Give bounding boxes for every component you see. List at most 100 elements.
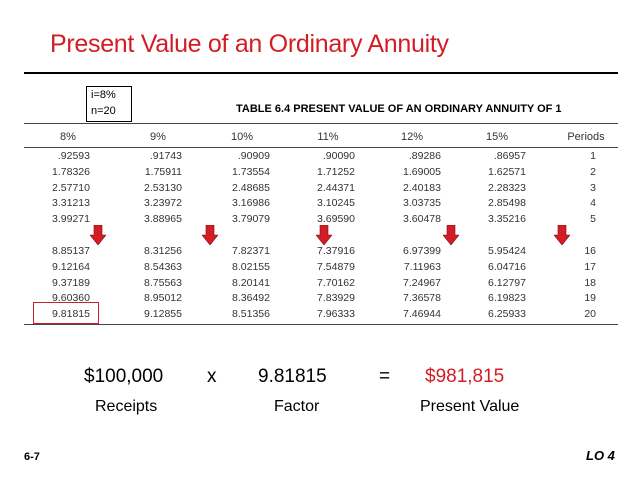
factor-cell: 1.78326 <box>52 165 90 178</box>
factor-cell: 2.53130 <box>144 181 182 194</box>
factor-cell: 3.69590 <box>317 213 355 226</box>
factor-cell: 3.31213 <box>52 197 90 210</box>
factor-label: Factor <box>274 398 320 415</box>
periods-label: n=20 <box>91 105 116 117</box>
highlighted-factor-box <box>33 302 99 324</box>
factor-cell: 3.79079 <box>232 213 270 226</box>
factor-cell: 3.35216 <box>488 213 526 226</box>
factor-cell: .90090 <box>322 150 355 162</box>
column-header: 15% <box>485 131 509 143</box>
factor-cell: 3.10245 <box>317 197 355 210</box>
factor-cell: 8.95012 <box>144 292 182 305</box>
parameters-box: i=8% n=20 <box>86 86 132 122</box>
slide-title: Present Value of an Ordinary Annuity <box>50 30 449 58</box>
factor-cell: 8.75563 <box>144 276 182 289</box>
factor-cell: 8.51356 <box>232 308 270 321</box>
factor-cell: 9.60360 <box>52 292 90 305</box>
factor-cell: 8.85137 <box>52 245 90 257</box>
factor-cell: 6.25933 <box>488 308 526 321</box>
period-cell: 1 <box>590 150 596 162</box>
factor-cell: 1.71252 <box>317 165 355 178</box>
column-header: 9% <box>150 131 166 143</box>
down-arrow-icon <box>202 225 218 245</box>
factor-cell: .90909 <box>237 150 270 162</box>
factor-cell: 2.44371 <box>317 181 355 194</box>
receipts-label: Receipts <box>95 398 158 415</box>
factor-cell: 7.70162 <box>317 276 355 289</box>
column-header: 12% <box>400 131 424 143</box>
period-cell: 3 <box>590 181 596 194</box>
factor-cell: 1.69005 <box>403 165 441 178</box>
factor-cell: 3.23972 <box>144 197 182 210</box>
factor-cell: 6.97399 <box>403 245 441 257</box>
period-cell: 19 <box>584 292 596 305</box>
period-cell: 17 <box>584 260 596 273</box>
period-cell: 4 <box>590 197 596 210</box>
factor-cell: 7.37916 <box>317 245 355 257</box>
factor-cell: 8.36492 <box>232 292 270 305</box>
present-value-label: Present Value <box>420 398 520 415</box>
period-cell: 5 <box>590 213 596 226</box>
present-value-result: $981,815 <box>425 366 505 387</box>
factor-cell: 8.02155 <box>232 260 270 273</box>
factor-cell: 8.31256 <box>144 245 182 257</box>
factor-cell: 6.19823 <box>488 292 526 305</box>
factor-cell: .86957 <box>493 150 526 162</box>
factor-cell: 1.73554 <box>232 165 270 178</box>
factor-cell: 3.03735 <box>403 197 441 210</box>
period-cell: 2 <box>590 165 596 178</box>
factor-cell: 6.12797 <box>488 276 526 289</box>
down-arrow-icon <box>90 225 106 245</box>
factor-cell: 3.16986 <box>232 197 270 210</box>
factor-cell: 9.12855 <box>144 308 182 321</box>
column-header: Periods <box>567 131 605 143</box>
factor-cell: 9.37189 <box>52 276 90 289</box>
table-top-rule <box>24 123 618 124</box>
factor-cell: 3.88965 <box>144 213 182 226</box>
factor-cell: 2.40183 <box>403 181 441 194</box>
factor-cell: 9.81815 <box>52 308 90 321</box>
interest-rate-label: i=8% <box>91 89 116 101</box>
factor-cell: 7.82371 <box>232 245 270 257</box>
factor-cell: 6.04716 <box>488 260 526 273</box>
period-cell: 20 <box>584 308 596 321</box>
factor-cell: 1.62571 <box>488 165 526 178</box>
down-arrow-icon <box>316 225 332 245</box>
down-arrow-icon <box>443 225 459 245</box>
factor-cell: 8.20141 <box>232 276 270 289</box>
factor-cell: 7.46944 <box>403 308 441 321</box>
receipts-amount: $100,000 <box>84 366 164 387</box>
factor-cell: 7.54879 <box>317 260 355 273</box>
factor-cell: 8.54363 <box>144 260 182 273</box>
learning-objective: LO 4 <box>586 448 615 463</box>
factor-value: 9.81815 <box>258 366 327 387</box>
multiply-sign: x <box>207 366 217 387</box>
factor-cell: 7.83929 <box>317 292 355 305</box>
table-bottom-rule <box>24 324 618 325</box>
down-arrow-icon <box>554 225 570 245</box>
factor-cell: 2.48685 <box>232 181 270 194</box>
column-header: 11% <box>317 131 339 143</box>
factor-cell: 7.11963 <box>403 260 441 273</box>
factor-cell: 5.95424 <box>488 245 526 257</box>
table-title: TABLE 6.4 PRESENT VALUE OF AN ORDINARY A… <box>236 103 562 115</box>
factor-cell: 3.60478 <box>403 213 441 226</box>
factor-cell: 7.36578 <box>403 292 441 305</box>
column-header: 10% <box>230 131 254 143</box>
factor-cell: 3.99271 <box>52 213 90 226</box>
factor-cell: 2.28323 <box>488 181 526 194</box>
period-cell: 18 <box>584 276 596 289</box>
table-header-rule <box>24 147 618 148</box>
factor-cell: 7.24967 <box>403 276 441 289</box>
factor-cell: .91743 <box>149 150 182 162</box>
column-header: 8% <box>60 131 76 143</box>
period-cell: 16 <box>584 245 596 257</box>
equals-sign: = <box>379 366 391 387</box>
factor-cell: 7.96333 <box>317 308 355 321</box>
factor-cell: .89286 <box>408 150 441 162</box>
factor-cell: 2.85498 <box>488 197 526 210</box>
factor-cell: 9.12164 <box>52 260 90 273</box>
factor-cell: .92593 <box>57 150 90 162</box>
slide-number: 6-7 <box>24 451 40 463</box>
factor-cell: 1.75911 <box>144 165 182 178</box>
